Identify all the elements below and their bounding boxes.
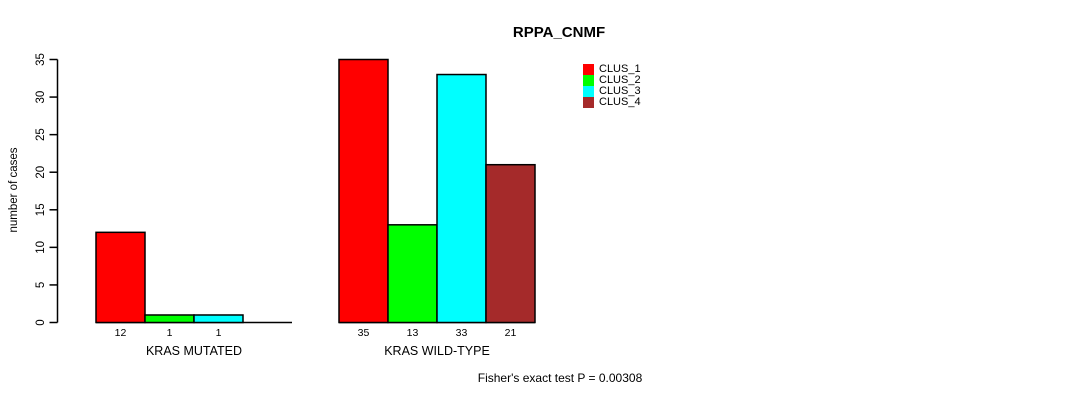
y-tick-label: 10 [35, 241, 47, 254]
bar-value-label: 1 [167, 327, 173, 339]
bar-value-label: 1 [216, 327, 222, 339]
bar-clus_1-2 [338, 58, 389, 324]
bar-clus_1-1 [95, 231, 146, 324]
bar-clus_2-2 [387, 224, 438, 324]
y-tick-label: 0 [35, 319, 47, 325]
x-group-label-2: KRAS WILD-TYPE [384, 344, 490, 358]
bar-value-label: 13 [407, 327, 419, 339]
bar-clus_4-2 [485, 163, 536, 324]
bar-clus_3-2 [436, 73, 487, 324]
bar-value-label: 12 [115, 327, 127, 339]
y-tick-label: 15 [35, 203, 47, 216]
bar-value-label: 21 [505, 327, 517, 339]
bar-clus_2-1 [144, 314, 195, 324]
legend-row-clus_2: CLUS_2 [583, 75, 641, 86]
legend-swatch-icon [583, 75, 594, 86]
bar-value-label: 33 [456, 327, 468, 339]
legend-row-clus_1: CLUS_1 [583, 64, 641, 75]
legend-label: CLUS_4 [599, 96, 641, 108]
y-tick-label: 20 [35, 166, 47, 179]
bar-clus_3-1 [193, 314, 244, 324]
legend-label: CLUS_1 [599, 63, 641, 75]
fisher-test-note: Fisher's exact test P = 0.00308 [477, 371, 643, 385]
legend: CLUS_1 CLUS_2 CLUS_3 CLUS_4 [583, 64, 641, 108]
y-tick-label: 25 [35, 128, 47, 141]
y-tick-label: 35 [35, 53, 47, 66]
legend-label: CLUS_2 [599, 74, 641, 86]
x-group-label-1: KRAS MUTATED [145, 344, 243, 358]
y-tick-label: 5 [35, 282, 47, 288]
legend-label: CLUS_3 [599, 85, 641, 97]
chart-title: RPPA_CNMF [512, 24, 606, 41]
bar-value-label: 35 [358, 327, 370, 339]
legend-swatch-icon [583, 86, 594, 97]
legend-row-clus_3: CLUS_3 [583, 86, 641, 97]
legend-swatch-icon [583, 97, 594, 108]
legend-row-clus_4: CLUS_4 [583, 97, 641, 108]
y-tick-label: 30 [35, 91, 47, 104]
legend-swatch-icon [583, 64, 594, 75]
